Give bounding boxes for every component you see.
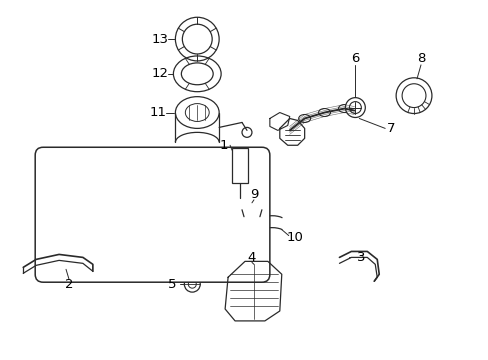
Text: 6: 6 [350,53,359,66]
Circle shape [395,78,431,113]
Text: 11: 11 [150,106,166,119]
Text: 13: 13 [152,33,169,46]
Text: 10: 10 [285,231,303,244]
Polygon shape [224,261,281,321]
FancyBboxPatch shape [35,147,269,282]
Polygon shape [279,118,304,145]
Polygon shape [269,113,289,130]
Text: 5: 5 [168,278,176,291]
Text: 12: 12 [152,67,169,80]
Ellipse shape [175,96,219,129]
Circle shape [184,276,200,292]
Text: 7: 7 [386,122,395,135]
Text: 2: 2 [64,278,73,291]
Text: 1: 1 [220,139,228,152]
Text: 8: 8 [416,53,424,66]
Bar [232,148,247,183]
Text: 3: 3 [356,251,365,264]
Circle shape [345,98,365,117]
Text: 4: 4 [247,251,256,264]
Text: 9: 9 [249,188,258,201]
